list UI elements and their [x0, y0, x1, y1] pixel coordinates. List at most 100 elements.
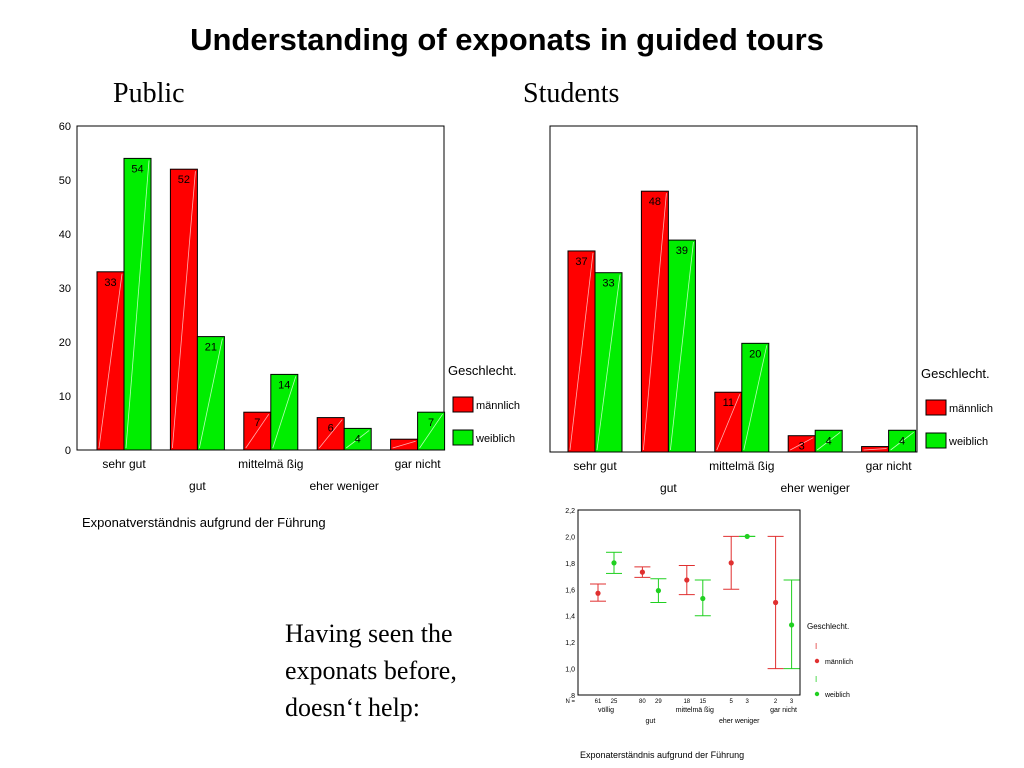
plot-frame	[577, 509, 801, 696]
x-tick-label: völlig	[598, 707, 614, 714]
n-value: 5	[730, 699, 734, 705]
mean-point	[595, 590, 601, 596]
n-value: 80	[639, 699, 646, 705]
bar-data-label: 7	[254, 417, 260, 429]
bar-data-label: 7	[428, 417, 434, 429]
n-value: 2	[774, 699, 778, 705]
tagline: Having seen the exponats before, doesn‘t…	[285, 615, 535, 726]
bar-hatch	[392, 440, 416, 449]
bar-hatch	[863, 448, 887, 451]
x-tick-label: eher weniger	[310, 479, 379, 493]
bar-hatch	[98, 273, 123, 449]
mean-point	[700, 595, 706, 602]
legend-label: weiblich	[824, 692, 850, 699]
mean-point	[639, 569, 645, 575]
bar-data-label: 37	[575, 256, 587, 268]
bar-data-label: 11	[723, 397, 734, 409]
mean-point	[728, 560, 734, 566]
mean-point	[684, 577, 690, 583]
bar-hatch	[125, 160, 150, 449]
y-tick-label: 2,2	[565, 508, 575, 515]
y-tick-label: 1,2	[565, 640, 575, 647]
bar-hatch	[790, 437, 814, 451]
n-value: 61	[595, 699, 602, 705]
x-tick-label: gut	[189, 479, 206, 493]
bar-hatch	[743, 345, 768, 451]
legend-swatch-maennlich	[925, 399, 947, 416]
slide-title: Understanding of exponats in guided tour…	[190, 22, 824, 57]
mean-point	[789, 622, 795, 628]
legend-label: männlich	[476, 400, 520, 412]
x-tick-label: gar nicht	[866, 459, 913, 473]
legend-title: Geschlecht.	[807, 622, 849, 631]
bar-hatch	[245, 413, 270, 449]
tagline-line-3: doesn‘t help:	[285, 693, 421, 722]
bar-hatch	[670, 242, 694, 451]
x-tick-label: gut	[646, 718, 656, 725]
legend-swatch-weiblich	[925, 432, 947, 449]
bar-hatch	[172, 171, 196, 449]
bar-data-label: 6	[328, 423, 334, 435]
y-tick-label: 20	[59, 337, 71, 349]
x-tick-label: gar nicht	[395, 457, 442, 471]
x-axis-label: Exponatverständnis aufgrund der Führung	[82, 515, 326, 530]
public-bar-chart: 0 10 20 30 40 50 60 33 54 sehr gut 52 21 gut 7 14 mitte…	[59, 121, 520, 530]
y-tick-label: .8	[569, 693, 575, 700]
y-tick-label: 1,0	[565, 667, 575, 674]
x-tick-label: gut	[660, 481, 677, 495]
y-tick-label: 1,4	[565, 614, 575, 621]
x-axis-label: Exponaterständnis aufgrund der Führung	[580, 750, 744, 760]
y-tick-label: 1,6	[565, 587, 575, 594]
y-tick-label: 1,8	[565, 561, 575, 568]
legend-label: männlich	[825, 659, 853, 666]
x-tick-label: eher weniger	[719, 718, 760, 725]
y-tick-label: 60	[59, 121, 71, 133]
legend-bar-glyph: I	[815, 675, 817, 684]
bar-hatch	[716, 394, 741, 451]
n-value: 18	[683, 699, 690, 705]
legend-swatch-maennlich	[452, 396, 474, 413]
x-tick-label: sehr gut	[573, 459, 617, 473]
x-tick-label: gar nicht	[770, 707, 797, 714]
mean-point	[773, 599, 779, 606]
bar-data-label: 3	[799, 441, 805, 453]
bar-data-label: 14	[278, 379, 290, 391]
bar-hatch	[596, 274, 621, 451]
y-tick-label: 30	[59, 283, 71, 295]
tagline-line-2: exponats before,	[285, 656, 457, 685]
mean-point	[611, 560, 617, 566]
bar-data-label: 39	[676, 245, 688, 257]
bar-hatch	[419, 413, 443, 449]
legend-point-weiblich	[814, 691, 820, 697]
legend-label: männlich	[949, 403, 993, 415]
legend-label: weiblich	[475, 433, 515, 445]
tagline-line-1: Having seen the	[285, 619, 453, 648]
bar-data-label: 20	[749, 348, 761, 360]
students-bar-chart: 37 33 sehr gut 48 39 gut 11 20 mittelmä ßig 3 4 ehe…	[549, 125, 993, 495]
x-tick-label: mittelmä ßig	[676, 707, 714, 714]
bar-data-label: 21	[205, 342, 217, 354]
x-tick-label: sehr gut	[102, 457, 146, 471]
bar-hatch	[816, 431, 841, 451]
y-tick-label: 50	[59, 175, 71, 187]
bar-maennlich	[96, 271, 125, 451]
legend-swatch-weiblich	[452, 429, 474, 446]
n-value: 3	[790, 699, 794, 705]
bar-data-label: 4	[826, 435, 832, 447]
bar-hatch	[345, 430, 370, 449]
y-tick-label: 0	[65, 445, 71, 457]
legend-title: Geschlecht.	[448, 363, 517, 378]
legend-point-maennlich	[814, 658, 820, 664]
students-panel-title: Students	[523, 78, 620, 109]
y-tick-label: 10	[59, 391, 71, 403]
bar-data-label: 33	[602, 278, 614, 290]
mean-point	[655, 588, 661, 594]
bar-data-label: 33	[104, 277, 116, 289]
bar-hatch	[272, 376, 297, 449]
n-value: 25	[611, 699, 618, 705]
bar-hatch	[890, 431, 914, 451]
x-tick-label: mittelmä ßig	[238, 457, 303, 471]
bar-data-label: 54	[131, 163, 143, 175]
legend-label: weiblich	[948, 436, 988, 448]
